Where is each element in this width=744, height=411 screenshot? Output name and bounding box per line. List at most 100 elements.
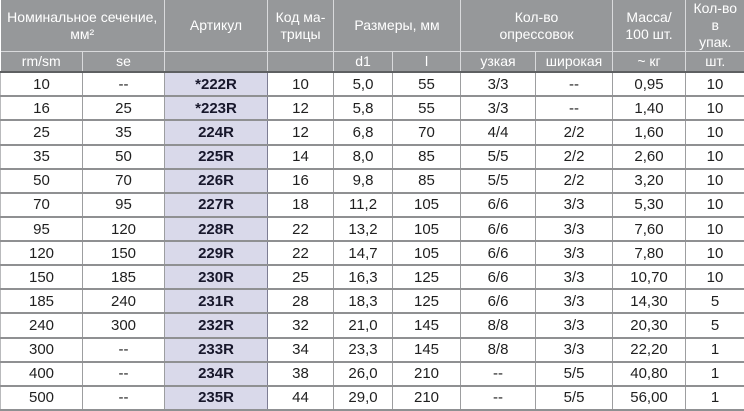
cell-wide-crimps: --: [534, 72, 614, 97]
cell-wide-crimps: 3/3: [534, 191, 614, 218]
cell-mass-kg: 56,00: [612, 384, 687, 411]
cell-se: 120: [82, 215, 165, 242]
cell-matrix-code: 16: [267, 167, 334, 194]
cell-matrix-code: 12: [267, 95, 334, 121]
cell-wide-crimps: 3/3: [534, 240, 614, 266]
cell-articul: 224R: [164, 119, 268, 146]
cell-narrow-crimps: 3/3: [460, 95, 536, 121]
cell-se: --: [82, 384, 165, 411]
cell-l: 105: [392, 240, 461, 266]
cell-mass-kg: 0,95: [612, 72, 687, 97]
cell-se: 95: [82, 191, 165, 218]
table-row: 300 -- 233R 34 23,3 145 8/8 3/3 22,20 1: [0, 336, 744, 363]
subheader-pcs: шт.: [685, 51, 744, 73]
cell-pack-qty: 1: [685, 360, 744, 387]
cell-articul: 225R: [164, 143, 268, 170]
cell-articul: 226R: [164, 167, 268, 194]
cell-articul: 228R: [164, 215, 268, 242]
cell-l: 105: [392, 215, 461, 242]
cell-se: --: [82, 336, 165, 363]
subheader-d1: d1: [333, 51, 393, 73]
cell-mass-kg: 22,20: [612, 336, 687, 363]
cell-pack-qty: 10: [685, 72, 744, 97]
cell-pack-qty: 1: [685, 336, 744, 363]
table-row: 35 50 225R 14 8,0 85 5/5 2/2 2,60 10: [0, 143, 744, 170]
cell-d1: 14,7: [333, 240, 393, 266]
cell-rm-sm: 500: [0, 384, 83, 411]
table-row: 50 70 226R 16 9,8 85 5/5 2/2 3,20 10: [0, 167, 744, 194]
cell-l: 105: [392, 191, 461, 218]
cell-d1: 8,0: [333, 143, 393, 170]
cell-pack-qty: 10: [685, 95, 744, 121]
cell-wide-crimps: 3/3: [534, 336, 614, 363]
cell-articul: *222R: [164, 72, 268, 97]
cell-l: 145: [392, 312, 461, 339]
cell-matrix-code: 32: [267, 312, 334, 339]
cell-se: --: [82, 72, 165, 97]
subheader-wide: широкая: [534, 51, 613, 73]
table-row: 16 25 *223R 12 5,8 55 3/3 -- 1,40 10: [0, 95, 744, 121]
cell-d1: 6,8: [333, 119, 393, 146]
cell-narrow-crimps: --: [460, 360, 536, 387]
cell-articul: *223R: [164, 95, 268, 121]
subheader-rm-sm: rm/sm: [0, 51, 83, 73]
cell-se: 300: [82, 312, 165, 339]
header-articul: Артикул: [164, 0, 268, 52]
cell-matrix-code: 18: [267, 191, 334, 218]
cell-rm-sm: 95: [0, 215, 83, 242]
cell-matrix-code: 25: [267, 264, 334, 290]
header-crimp-count: Кол-во опрессовок: [459, 0, 613, 52]
cell-se: 35: [82, 119, 165, 146]
subheader-kg: ~ кг: [612, 51, 686, 73]
cell-rm-sm: 35: [0, 143, 83, 170]
cell-narrow-crimps: 6/6: [460, 288, 536, 314]
cell-mass-kg: 10,70: [612, 264, 687, 290]
cell-d1: 29,0: [333, 384, 393, 411]
cell-narrow-crimps: 8/8: [460, 336, 536, 363]
cell-matrix-code: 28: [267, 288, 334, 314]
table-header: Номинальное сечение, мм² Артикул Код ма-…: [0, 0, 744, 73]
subheader-articul-empty: [164, 51, 268, 73]
cell-pack-qty: 10: [685, 167, 744, 194]
cell-pack-qty: 10: [685, 264, 744, 290]
cell-wide-crimps: 3/3: [534, 312, 614, 339]
cell-narrow-crimps: --: [460, 384, 536, 411]
cell-rm-sm: 16: [0, 95, 83, 121]
cell-pack-qty: 10: [685, 191, 744, 218]
cell-articul: 231R: [164, 288, 268, 314]
cell-narrow-crimps: 8/8: [460, 312, 536, 339]
header-mass: Масса/ 100 шт.: [612, 0, 686, 52]
table-row: 400 -- 234R 38 26,0 210 -- 5/5 40,80 1: [0, 360, 744, 387]
cell-mass-kg: 3,20: [612, 167, 687, 194]
cell-se: --: [82, 360, 165, 387]
table-row: 25 35 224R 12 6,8 70 4/4 2/2 1,60 10: [0, 119, 744, 146]
cell-rm-sm: 50: [0, 167, 83, 194]
cell-wide-crimps: 5/5: [534, 360, 614, 387]
cell-se: 50: [82, 143, 165, 170]
cell-l: 55: [392, 72, 461, 97]
table-row: 95 120 228R 22 13,2 105 6/6 3/3 7,60 10: [0, 215, 744, 242]
cell-matrix-code: 38: [267, 360, 334, 387]
header-pack-count: Кол-во в упак.: [685, 0, 744, 52]
cell-rm-sm: 400: [0, 360, 83, 387]
table-row: 10 -- *222R 10 5,0 55 3/3 -- 0,95 10: [0, 72, 744, 97]
cell-mass-kg: 20,30: [612, 312, 687, 339]
cell-narrow-crimps: 6/6: [460, 215, 536, 242]
cell-matrix-code: 34: [267, 336, 334, 363]
cell-articul: 233R: [164, 336, 268, 363]
cell-pack-qty: 10: [685, 240, 744, 266]
cell-d1: 13,2: [333, 215, 393, 242]
cell-articul: 234R: [164, 360, 268, 387]
cell-rm-sm: 150: [0, 264, 83, 290]
subheader-se: se: [82, 51, 165, 73]
cell-articul: 232R: [164, 312, 268, 339]
cell-narrow-crimps: 5/5: [460, 167, 536, 194]
cell-rm-sm: 240: [0, 312, 83, 339]
cell-wide-crimps: --: [534, 95, 614, 121]
table-row: 500 -- 235R 44 29,0 210 -- 5/5 56,00 1: [0, 384, 744, 411]
cell-articul: 229R: [164, 240, 268, 266]
cell-mass-kg: 1,40: [612, 95, 687, 121]
cell-l: 125: [392, 264, 461, 290]
